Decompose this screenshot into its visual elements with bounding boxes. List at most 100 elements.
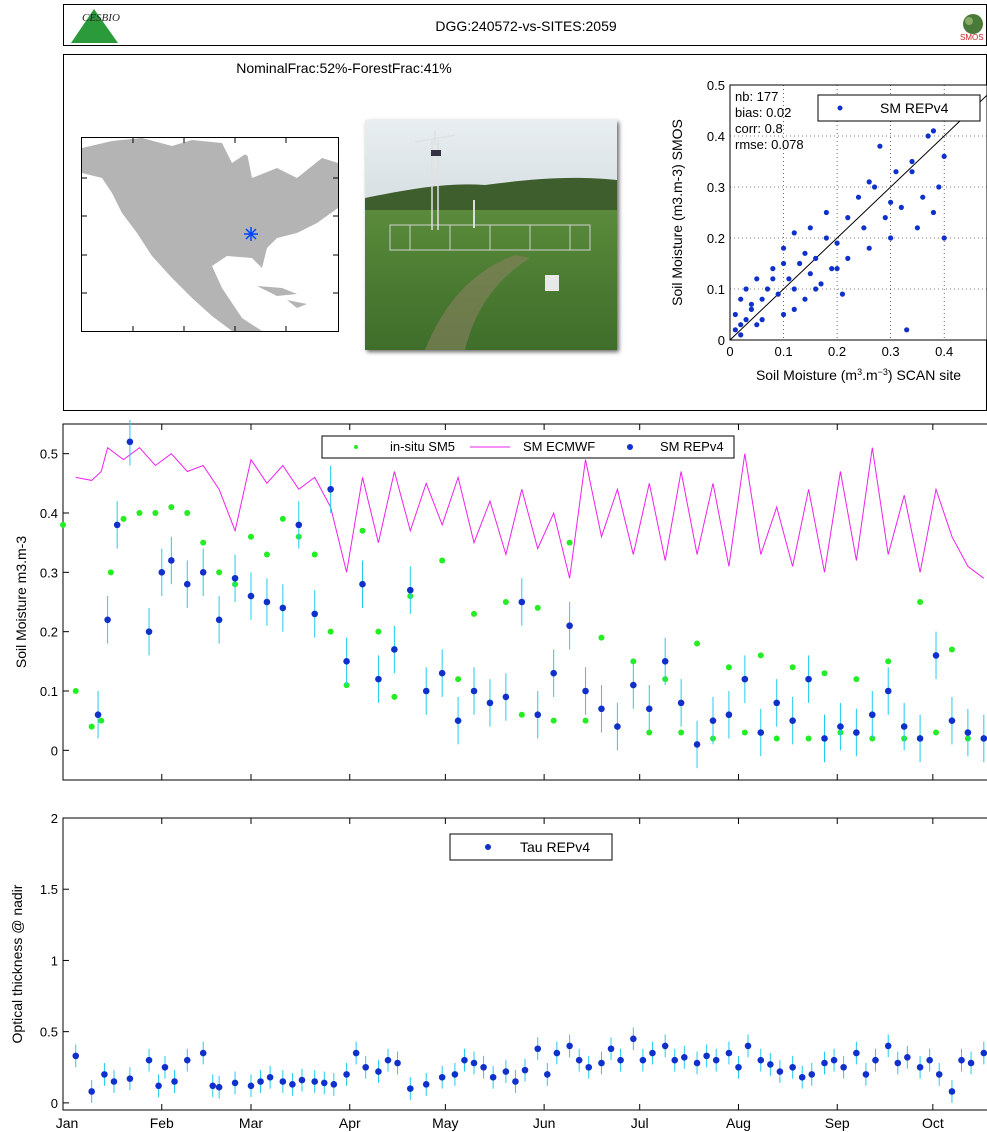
- sm-repv4-point: [932, 652, 940, 659]
- sm-insitu-point: [98, 717, 105, 724]
- scatter-point: [797, 260, 803, 267]
- scatter-point: [813, 286, 819, 292]
- sm-ytick-label: 0.3: [40, 565, 58, 580]
- scatter-point: [743, 317, 749, 323]
- scatter-point: [845, 215, 851, 221]
- sm-repv4-point: [263, 598, 271, 606]
- scatter-stat-2: corr: 0.8: [735, 121, 783, 136]
- tau-repv4-point: [343, 1071, 350, 1078]
- sm-legend-marker-insitu: [354, 445, 358, 449]
- sm-repv4-point: [406, 586, 414, 594]
- tau-repv4-point: [853, 1049, 860, 1057]
- sm-repv4-point: [773, 699, 781, 707]
- sm-repv4-point: [199, 569, 207, 576]
- scatter-point: [823, 235, 829, 241]
- tau-repv4-point: [894, 1059, 902, 1067]
- tau-legend-label: Tau REPv4: [520, 839, 590, 855]
- sm-repv4-point: [805, 675, 812, 683]
- tau-repv4-point: [110, 1078, 118, 1085]
- sm-repv4-point: [343, 658, 350, 665]
- sm-repv4-point: [470, 687, 478, 695]
- page-title: DGG:240572-vs-SITES:2059: [435, 18, 617, 34]
- month-label: Oct: [922, 1115, 944, 1131]
- tau-repv4-point: [661, 1042, 669, 1050]
- scatter-point: [914, 225, 920, 231]
- tau-ylabel: Optical thickness @ nadir: [9, 884, 25, 1043]
- scatter-point: [775, 291, 781, 297]
- sm-insitu-point: [582, 717, 589, 724]
- sm-insitu-point: [885, 658, 892, 665]
- scatter-point: [823, 209, 829, 216]
- sm-insitu-point: [439, 557, 446, 564]
- scatter-ytick-label: 0.1: [707, 282, 725, 297]
- tau-ytick-label: 2: [51, 811, 58, 826]
- sm-repv4-point: [145, 628, 153, 635]
- sm-repv4-point: [518, 598, 526, 606]
- sm-ylabel: Soil Moisture m3.m-3: [13, 536, 29, 668]
- sm-repv4-point: [566, 622, 573, 630]
- scatter-point: [941, 153, 947, 159]
- tau-repv4-point: [451, 1071, 459, 1078]
- scatter-ytick-label: 0.2: [707, 231, 725, 246]
- scatter-point: [802, 296, 808, 302]
- sm-insitu-point: [741, 729, 748, 736]
- scatter-xtick-label: 0.4: [935, 344, 953, 359]
- tau-repv4-point: [470, 1059, 478, 1067]
- sm-insitu-point: [598, 634, 605, 641]
- sm-insitu-point: [566, 539, 573, 546]
- tau-repv4-point: [630, 1035, 637, 1043]
- tau-repv4-point: [161, 1063, 169, 1071]
- sm-insitu-point: [518, 711, 525, 718]
- sm-insitu-point: [502, 599, 509, 605]
- sm-insitu-point: [184, 510, 191, 516]
- scatter-point: [770, 266, 776, 272]
- sm-repv4-point: [534, 711, 542, 719]
- tau-repv4-point: [155, 1082, 162, 1090]
- sm-repv4-point: [582, 687, 589, 695]
- tau-repv4-point: [872, 1056, 879, 1064]
- sm-ytick-label: 0.2: [40, 625, 58, 640]
- tau-legend-box: [449, 833, 613, 861]
- month-label: Feb: [150, 1115, 174, 1131]
- scatter-ytick-label: 0.3: [707, 180, 725, 195]
- tau-repv4-point: [199, 1049, 207, 1057]
- sm-repv4-point: [725, 711, 733, 719]
- tau-repv4-point: [840, 1063, 847, 1071]
- sm-insitu-point: [60, 521, 66, 528]
- sm-insitu-point: [630, 658, 637, 665]
- sm-repv4-point: [183, 580, 191, 588]
- sm-repv4-point: [375, 675, 382, 683]
- sm-insitu-point: [247, 533, 254, 540]
- tau-repv4-point: [512, 1078, 519, 1085]
- scatter-point: [930, 209, 937, 216]
- scatter-ytick-label: 0: [718, 333, 725, 348]
- scatter-point: [791, 230, 797, 236]
- sm-repv4-point: [327, 485, 334, 493]
- tau-ytick-label: 0: [51, 1096, 58, 1111]
- scatter-point: [813, 255, 819, 261]
- scatter-point: [780, 311, 787, 318]
- sm-insitu-point: [917, 599, 924, 605]
- scatter-point: [743, 286, 749, 292]
- scatter-xtick-label: 0.2: [828, 344, 846, 359]
- tau-repv4-point: [289, 1081, 296, 1088]
- tau-repv4-point: [789, 1063, 796, 1071]
- tau-repv4-point: [72, 1052, 80, 1060]
- sm-repv4-point: [789, 717, 796, 724]
- sm-repv4-point: [980, 735, 987, 742]
- sm-repv4-point: [661, 658, 669, 665]
- scatter-point: [941, 235, 947, 241]
- sm-insitu-point: [311, 551, 318, 558]
- tau-repv4-point: [725, 1049, 733, 1057]
- tau-repv4-point: [575, 1056, 583, 1064]
- tau-repv4-point: [257, 1078, 264, 1085]
- sm-repv4-point: [113, 521, 121, 529]
- sm-repv4-point: [837, 723, 844, 730]
- tau-repv4-point: [757, 1056, 765, 1064]
- scatter-one-to-one-line: [729, 94, 987, 341]
- sm-repv4-point: [94, 711, 102, 719]
- tau-repv4-point: [209, 1082, 217, 1090]
- sm-ytick-label: 0.4: [40, 506, 58, 521]
- scatter-point: [764, 286, 771, 292]
- tau-repv4-point: [298, 1076, 306, 1084]
